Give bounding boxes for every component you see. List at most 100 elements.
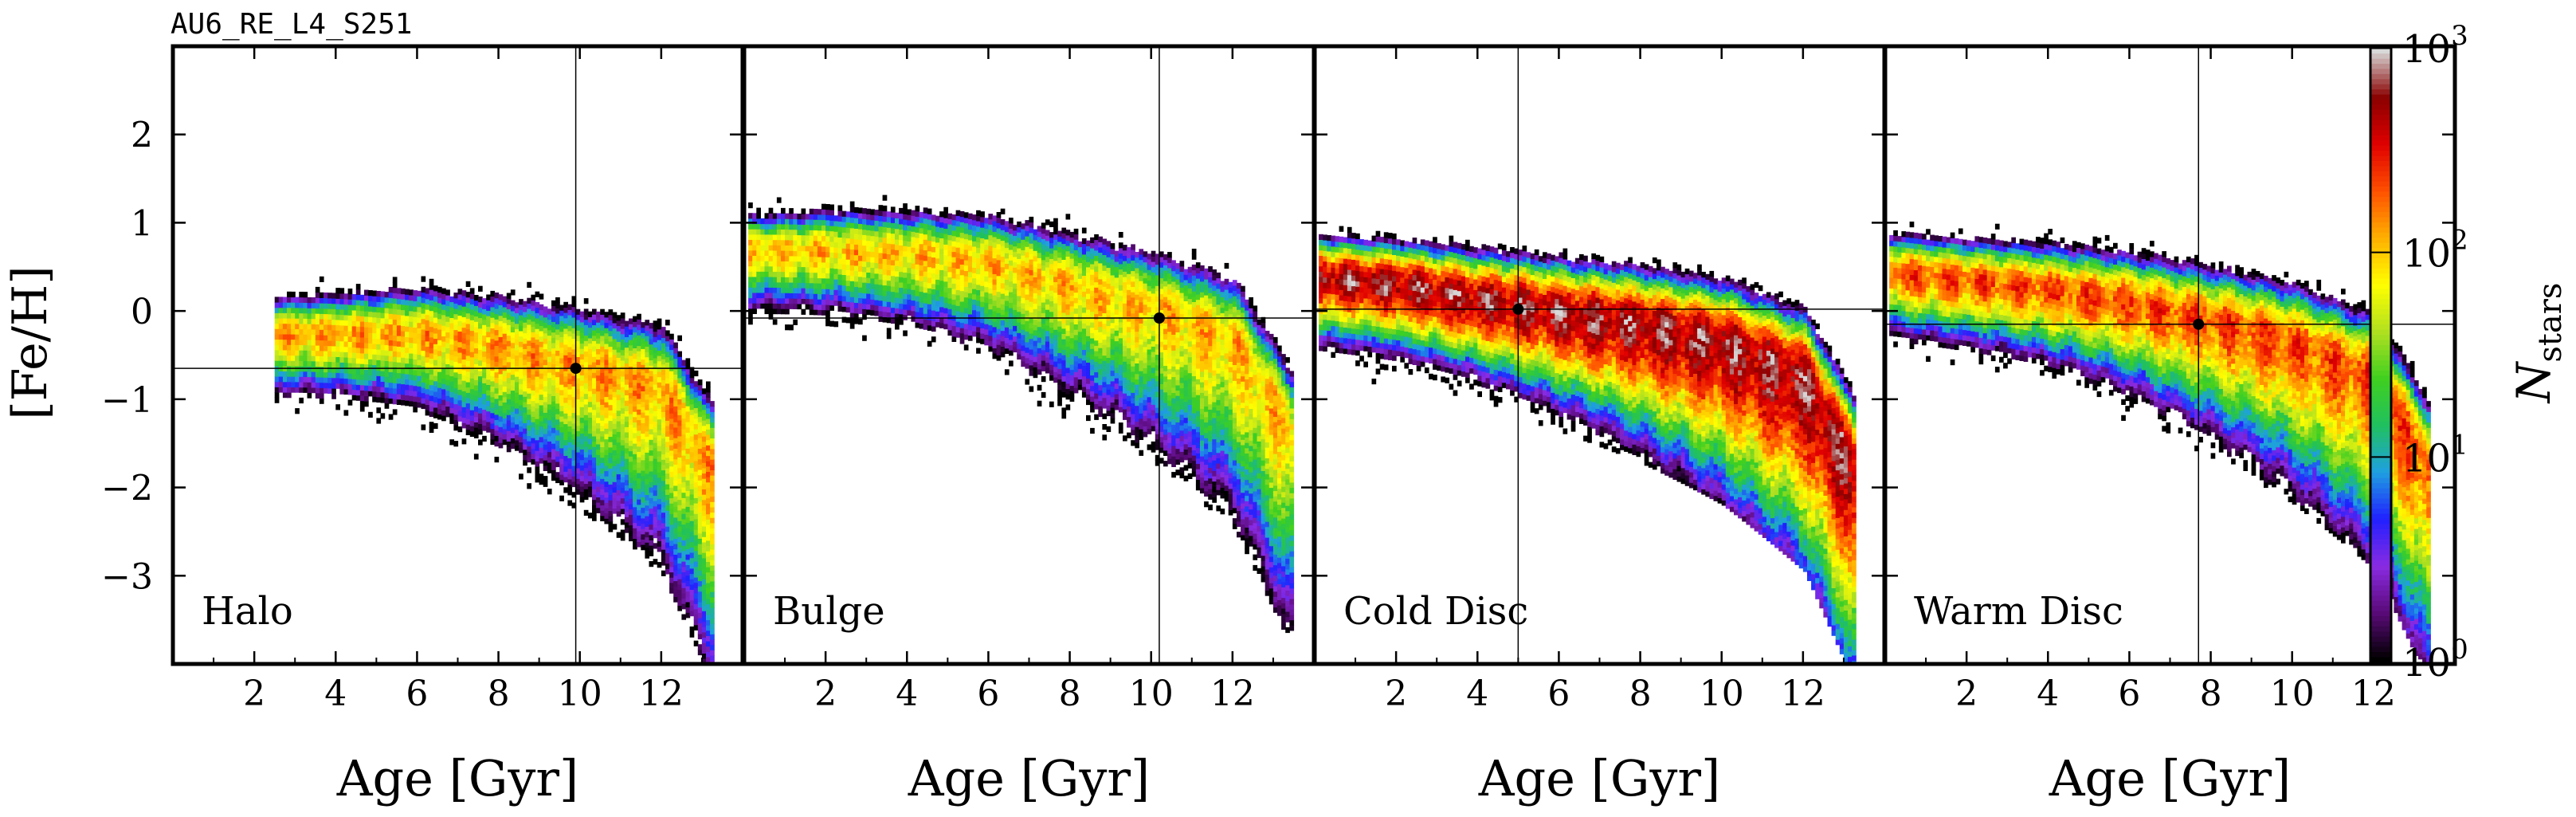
heatmap-cell xyxy=(955,226,961,232)
heatmap-cell xyxy=(563,445,568,451)
heatmap-cell xyxy=(596,407,601,413)
heatmap-cell xyxy=(988,218,994,225)
heatmap-cell xyxy=(841,264,847,270)
heatmap-cell xyxy=(409,395,414,402)
heatmap-cell xyxy=(653,559,658,565)
heatmap-cell xyxy=(915,226,920,233)
heatmap-cell xyxy=(351,373,357,379)
heatmap-cell xyxy=(882,311,888,317)
heatmap-cell xyxy=(555,461,560,468)
heatmap-cell xyxy=(669,503,674,509)
heatmap-cell xyxy=(980,328,985,334)
heatmap-cell xyxy=(915,232,920,238)
heatmap-cell xyxy=(677,462,682,469)
heatmap-cell xyxy=(980,227,985,234)
heatmap-cell xyxy=(685,448,691,454)
heatmap-cell xyxy=(984,286,989,293)
heatmap-cell xyxy=(486,326,491,332)
heatmap-cell xyxy=(858,271,863,277)
heatmap-cell xyxy=(437,308,442,314)
heatmap-cell xyxy=(685,395,691,402)
heatmap-cell xyxy=(829,284,834,290)
heatmap-cell xyxy=(510,332,516,338)
heatmap-cell xyxy=(1009,228,1014,234)
heatmap-cell xyxy=(669,551,674,557)
heatmap-cell xyxy=(596,422,601,429)
heatmap-cell xyxy=(874,246,880,253)
heatmap-cell xyxy=(331,329,336,336)
heatmap-cell xyxy=(951,304,957,311)
heatmap-cell xyxy=(295,318,300,324)
heatmap-cell xyxy=(401,362,406,369)
heatmap-cell xyxy=(858,218,863,224)
heatmap-cell xyxy=(748,277,753,283)
heatmap-cell xyxy=(563,423,568,430)
heatmap-cell xyxy=(567,315,573,321)
heatmap-cell xyxy=(1017,279,1021,286)
heatmap-cell xyxy=(592,367,597,373)
heatmap-cell xyxy=(890,238,896,245)
heatmap-cell xyxy=(673,570,678,576)
heatmap-cell xyxy=(706,598,711,605)
heatmap-cell xyxy=(486,352,491,359)
heatmap-cell xyxy=(706,461,711,467)
heatmap-cell xyxy=(299,397,304,404)
heatmap-cell xyxy=(376,391,382,398)
heatmap-cell xyxy=(429,400,434,407)
heatmap-cell xyxy=(677,599,682,606)
heatmap-cell xyxy=(980,322,985,328)
heatmap-cell xyxy=(571,460,577,466)
heatmap-cell xyxy=(551,305,556,312)
heatmap-cell xyxy=(710,586,715,592)
heatmap-cell xyxy=(776,197,782,203)
heatmap-cell xyxy=(600,320,605,326)
heatmap-cell xyxy=(547,451,552,458)
heatmap-cell xyxy=(943,222,948,229)
heatmap-cell xyxy=(677,494,682,501)
heatmap-cell xyxy=(287,302,292,308)
heatmap-cell xyxy=(845,253,851,260)
heatmap-cell xyxy=(469,410,475,416)
heatmap-cell xyxy=(433,344,438,350)
heatmap-cell xyxy=(563,375,568,382)
heatmap-cell xyxy=(600,515,605,521)
heatmap-cell xyxy=(653,485,658,491)
heatmap-cell xyxy=(392,287,398,293)
heatmap-cell xyxy=(421,344,426,352)
heatmap-cell xyxy=(882,232,888,238)
heatmap-cell xyxy=(984,328,989,335)
heatmap-cell xyxy=(801,250,806,257)
heatmap-cell xyxy=(473,374,479,380)
heatmap-cell xyxy=(502,296,508,302)
heatmap-cell xyxy=(890,249,896,255)
heatmap-cell xyxy=(661,406,666,412)
heatmap-cell xyxy=(319,393,324,399)
heatmap-cell xyxy=(543,465,548,471)
heatmap-cell xyxy=(681,556,687,562)
heatmap-cell xyxy=(657,514,662,520)
heatmap-cell xyxy=(685,596,691,603)
heatmap-cell xyxy=(551,459,556,465)
heatmap-cell xyxy=(583,345,589,352)
heatmap-cell xyxy=(604,328,610,334)
heatmap-cell xyxy=(685,422,691,428)
heatmap-cell xyxy=(392,297,398,304)
heatmap-cell xyxy=(677,583,682,591)
heatmap-cell xyxy=(368,359,373,365)
heatmap-cell xyxy=(608,505,614,512)
heatmap-cell xyxy=(405,310,410,316)
heatmap-cell xyxy=(697,544,703,550)
heatmap-cell xyxy=(527,371,531,378)
heatmap-cell xyxy=(817,261,822,268)
heatmap-cell xyxy=(927,214,932,220)
heatmap-cell xyxy=(575,372,581,379)
heatmap-cell xyxy=(899,245,904,251)
heatmap-cell xyxy=(645,410,650,416)
heatmap-cell xyxy=(645,367,650,374)
heatmap-cell xyxy=(849,285,855,293)
heatmap-cell xyxy=(457,405,463,411)
heatmap-cell xyxy=(307,302,312,308)
heatmap-cell xyxy=(629,344,633,351)
heatmap-cell xyxy=(339,388,345,395)
heatmap-cell xyxy=(947,213,953,219)
